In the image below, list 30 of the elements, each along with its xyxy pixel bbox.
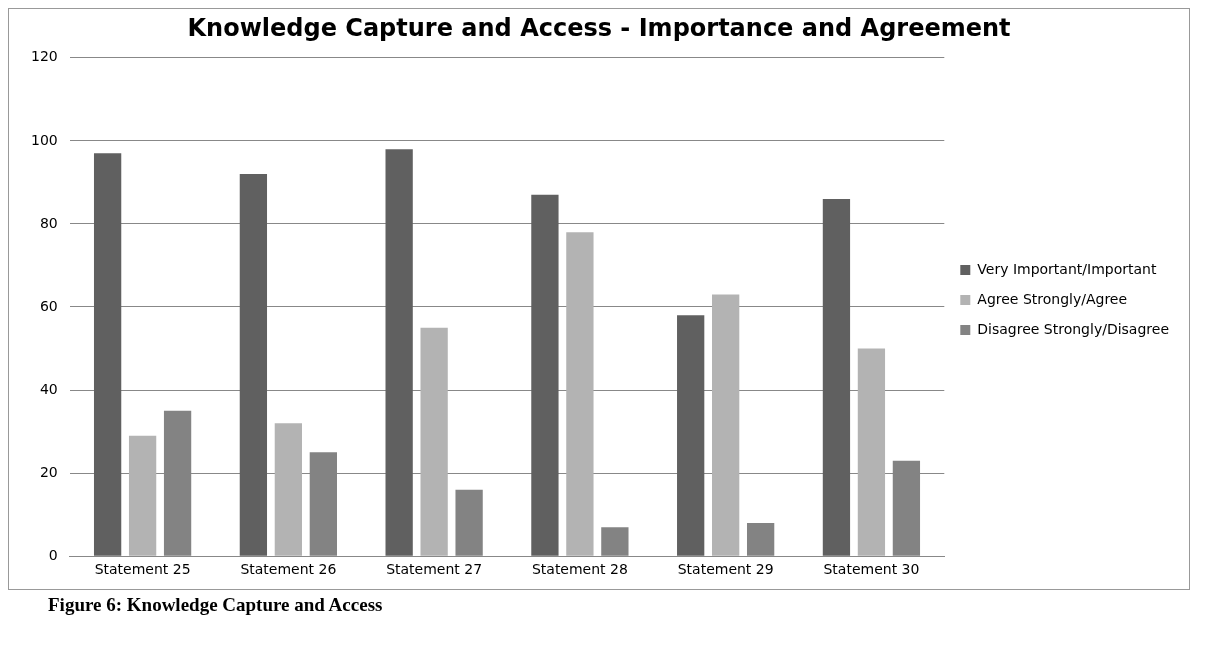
y-tick-label: 0 bbox=[48, 546, 58, 563]
y-tick-label: 40 bbox=[39, 380, 58, 397]
x-tick-label: Statement 29 bbox=[677, 561, 774, 578]
legend-label: Agree Strongly/Agree bbox=[977, 290, 1128, 307]
bar bbox=[531, 194, 559, 556]
x-tick-label: Statement 28 bbox=[531, 561, 628, 578]
caption: Figure 6: Knowledge Capture and Access bbox=[48, 594, 384, 616]
y-tick-label: 20 bbox=[39, 463, 58, 480]
y-tick-label: 100 bbox=[30, 131, 58, 148]
y-tick-label: 60 bbox=[39, 297, 58, 314]
legend-label: Very Important/Important bbox=[977, 260, 1157, 277]
x-tick-label: Statement 30 bbox=[823, 561, 920, 578]
chart-title: Knowledge Capture and Access - Importance and Agreement bbox=[187, 13, 1011, 42]
x-tick-label: Statement 25 bbox=[94, 561, 191, 578]
legend-label: Disagree Strongly/Disagree bbox=[977, 320, 1169, 337]
bar bbox=[420, 327, 448, 556]
x-tick-label: Statement 27 bbox=[386, 561, 483, 578]
bar bbox=[857, 348, 886, 556]
x-tick-label: Statement 26 bbox=[240, 561, 337, 578]
y-tick-label: 120 bbox=[30, 48, 58, 65]
bar bbox=[677, 315, 705, 556]
bar bbox=[822, 199, 851, 556]
bar bbox=[712, 294, 740, 556]
bar bbox=[274, 423, 303, 556]
bar bbox=[385, 149, 413, 556]
bar bbox=[566, 232, 594, 556]
bar bbox=[93, 153, 122, 556]
y-tick-label: 80 bbox=[39, 214, 58, 231]
bar bbox=[239, 174, 268, 556]
bar bbox=[128, 435, 157, 556]
